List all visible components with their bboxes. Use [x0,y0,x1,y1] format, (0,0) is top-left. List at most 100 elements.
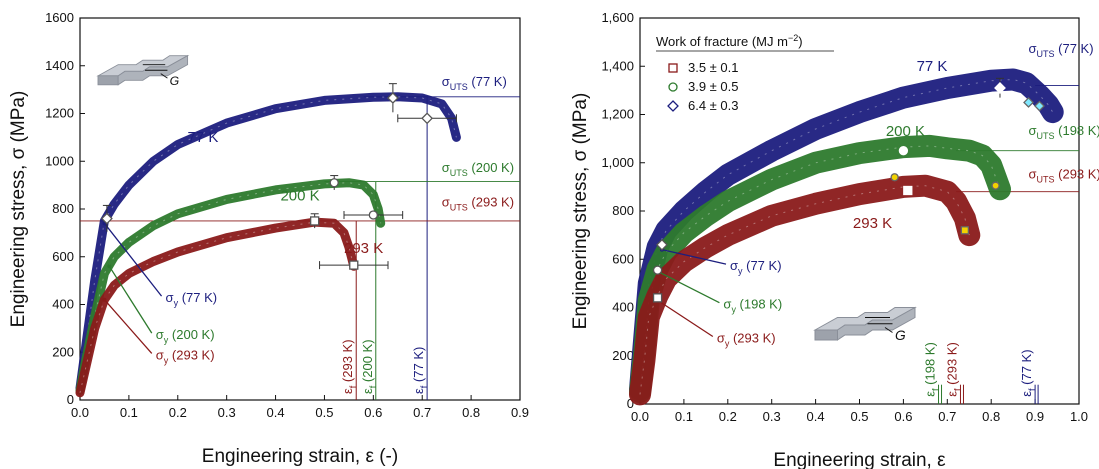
chart1-uts-label-tail: (77 K) [468,74,507,89]
chart1-yield-arrow [103,299,153,354]
chart2-legend-label: 3.5 ± 0.1 [688,60,739,75]
chart1-yield-label-symbol: σ [156,327,164,342]
chart2-y-tick-label: 1,400 [601,58,634,73]
chart1-yield-label: σy (77 K) [166,290,218,308]
specimen-icon-right-gauge-arrow [884,327,893,333]
chart2-x-tick-label: 0.5 [850,409,868,424]
chart1-yield-label-subscript: y [164,355,169,365]
chart2-uts-label-subscript: UTS [1037,49,1055,59]
chart2-data-point [898,146,909,156]
chart1-y-tick-label: 400 [52,297,74,312]
chart2-x-tick-label: 0.7 [938,409,956,424]
chart1-fracture-label-tail: (293 K) [340,339,355,385]
chart1: 0.0 0.1 0.2 0.3 0.4 0.5 0.6 0.7 0.8 0.9 0 200 400 600… [8,10,529,467]
chart2-legend-title: Work of fracture (MJ m−2) [656,33,803,49]
chart1-uts-label-symbol: σ [442,160,450,175]
chart2-yield-label: σy (77 K) [730,258,782,276]
specimen-icon-left-front-a [97,75,119,86]
chart1-fracture-label: εf (200 K) [360,339,378,394]
chart2-legend-title-main: Work of fracture (MJ m [656,34,788,49]
chart2-highlight-point [890,173,899,182]
chart2-x-tick-label: 0.8 [982,409,1000,424]
chart1-y-tick-label: 0 [67,392,74,407]
chart1-series-texture [79,96,457,389]
chart2-uts-label-subscript: UTS [1037,131,1055,141]
chart2-highlight-point [1034,100,1045,112]
specimen-icon-left: G [96,54,190,88]
chart2-uts-label: σUTS (198 K) [1029,123,1099,141]
chart2-uts-label-subscript: UTS [1037,174,1055,184]
chart2-fracture-label-subscript: f [952,388,962,391]
chart2-curve-label: 293 K [853,215,892,232]
chart1-yield-arrow-head [107,264,112,269]
specimen-icon-right: G [813,306,917,343]
chart1-curve-label: 77 K [188,129,219,146]
chart2-x-tick-label: 0.0 [631,409,649,424]
chart1-fracture-label-tail: (200 K) [360,339,375,385]
chart2-y-tick-label: 600 [612,251,634,266]
chart2: 0.0 0.1 0.2 0.3 0.4 0.5 0.6 0.7 0.8 0.9 1.0 0 200 400… [570,10,1099,469]
chart1-x-tick-label: 0.6 [364,405,382,420]
chart2-yield-arrow [661,248,727,265]
chart1-uts-label-tail: (200 K) [468,160,514,175]
chart2-series-texture [639,145,1001,392]
chart1-yield-label-tail: (200 K) [168,327,214,342]
chart2-x-tick-label: 0.4 [807,409,825,424]
chart1-x-tick-label: 0.8 [462,405,480,420]
chart2-legend-marker [668,82,678,92]
chart2-uts-label-symbol: σ [1029,166,1037,181]
chart2-legend-label: 3.9 ± 0.5 [688,79,739,94]
chart2-data-point [903,185,913,196]
chart2-yield-label-symbol: σ [717,330,725,345]
chart2-yield-label-tail: (77 K) [743,258,782,273]
chart2-yield-label-subscript: y [731,305,736,315]
chart1-x-tick-label: 0.9 [511,405,529,420]
chart2-yield-label: σy (198 K) [723,297,782,315]
chart1-fracture-label-subscript: f [368,385,378,388]
chart2-yield-arrow [657,270,720,304]
chart2-fracture-label: εf (198 K) [923,342,941,397]
chart1-series-200k [75,178,386,395]
chart1-series-77k [75,92,461,393]
chart1-uts-label-symbol: σ [442,195,450,210]
chart2-x-tick-label: 0.3 [763,409,781,424]
chart2-curve-label: 77 K [917,58,948,75]
chart2-uts-label-symbol: σ [1029,123,1037,138]
chart2-fracture-label-subscript: f [1027,388,1037,391]
chart2-uts-label: σUTS (293 K) [1029,166,1099,184]
chart1-y-tick-label: 1400 [45,58,74,73]
chart2-highlight-point [1023,97,1034,108]
chart1-y-tick-label: 200 [52,344,74,359]
chart2-x-tick-label: 0.9 [1026,409,1044,424]
chart1-yield-label-symbol: σ [156,347,164,362]
chart2-uts-label: σUTS (77 K) [1029,41,1094,59]
chart1-data-point [421,112,434,125]
chart2-x-tick-label: 0.1 [675,409,693,424]
chart2-x-tick-label: 1.0 [1070,409,1088,424]
chart1-yield-label: σy (293 K) [156,347,215,365]
chart2-fracture-label-subscript: f [931,388,941,391]
chart2-uts-label-tail: (77 K) [1055,41,1094,56]
chart2-x-tick-label: 0.2 [719,409,737,424]
chart1-data-point [329,178,339,188]
chart2-y-tick-label: 200 [612,348,634,363]
chart1-yield-label-tail: (293 K) [168,347,214,362]
chart1-x-tick-label: 0.5 [315,405,333,420]
chart1-uts-label-symbol: σ [442,74,450,89]
chart2-fracture-label-symbol: ε [923,391,938,397]
chart1-data-point [386,92,399,104]
chart2-data-point [652,293,663,303]
chart1-yield-label-subscript: y [164,335,169,345]
chart1-uts-label-subscript: UTS [450,203,468,213]
chart1-data-point [349,260,359,270]
chart1-fracture-label-symbol: ε [340,388,355,394]
chart2-data-point [652,265,663,275]
chart2-yield-label: σy (293 K) [717,330,776,348]
chart2-yield-arrow [657,299,714,338]
chart1-fracture-label: εf (77 K) [411,347,429,394]
chart2-series-77k [629,68,1064,401]
chart1-series-texture [79,182,382,391]
chart2-curve-label: 200 K [886,123,925,140]
chart1-uts-label-tail: (293 K) [468,195,514,210]
